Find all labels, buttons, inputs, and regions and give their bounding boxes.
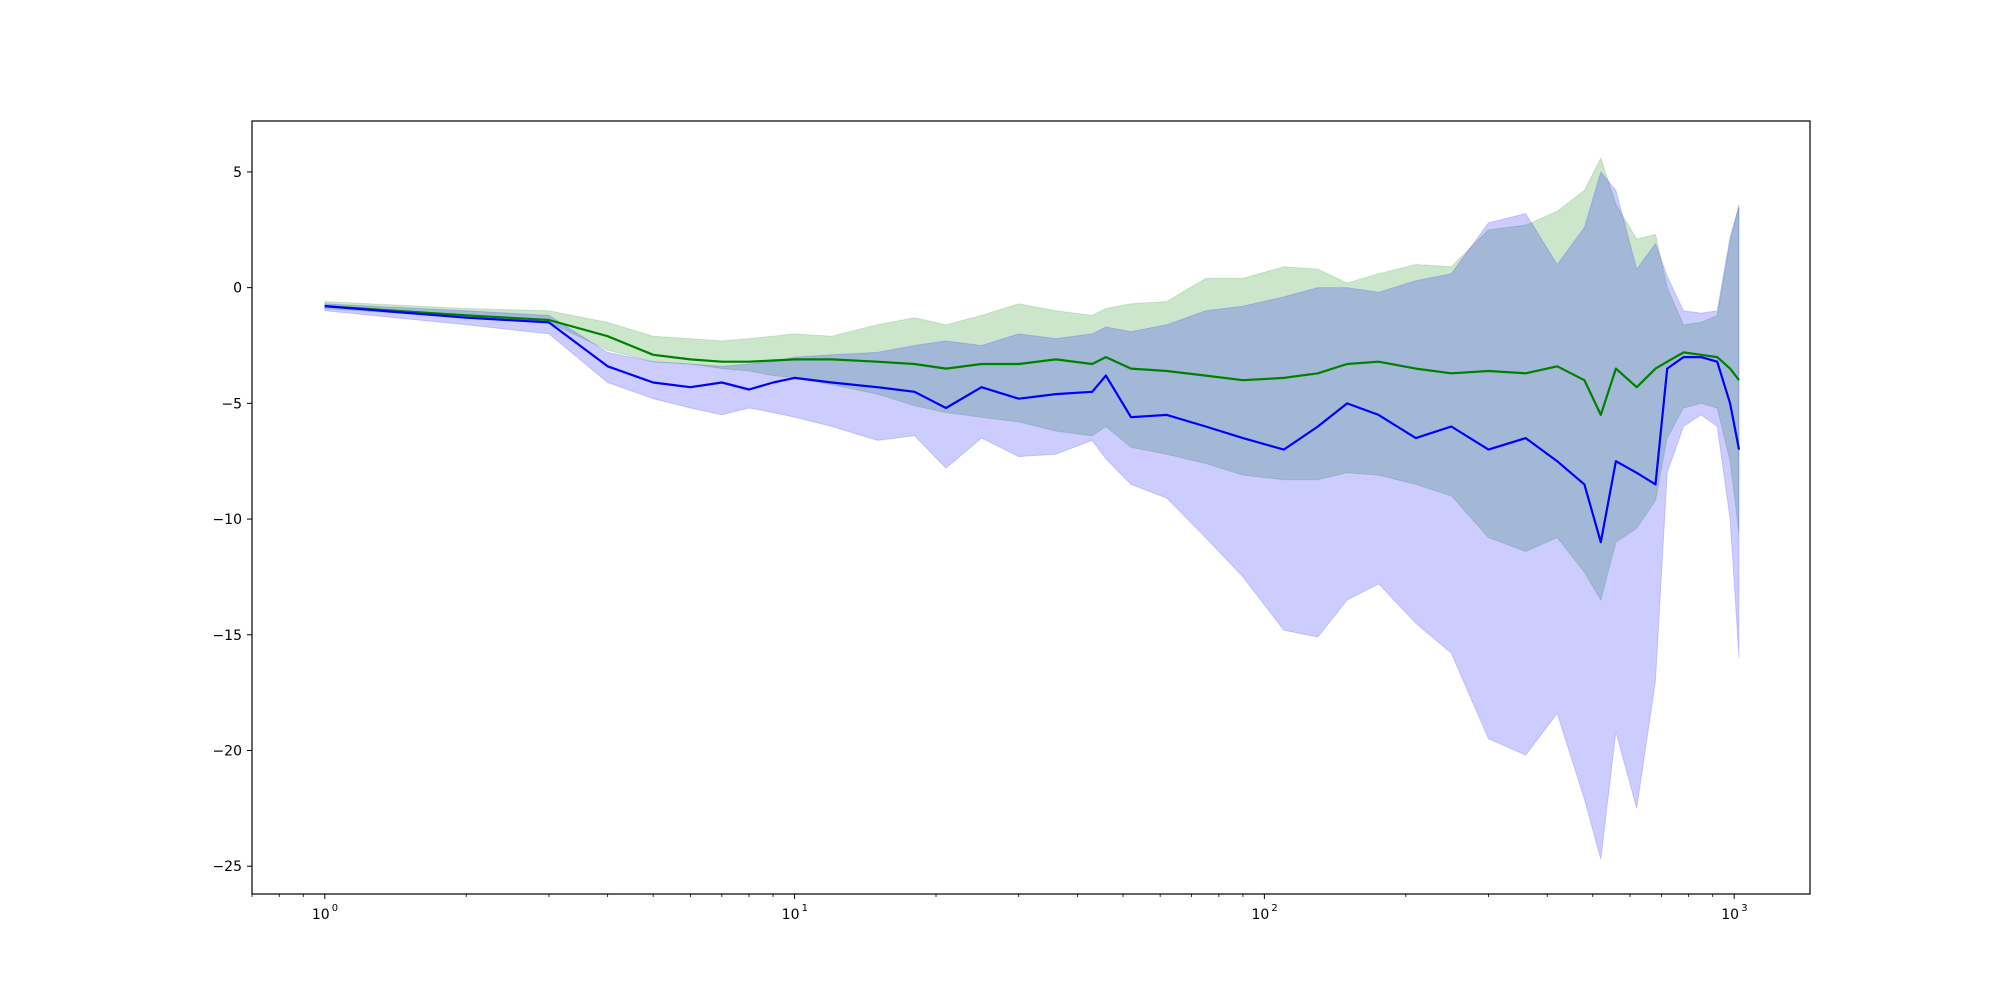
y-tick-label: −5 xyxy=(221,396,242,412)
y-tick-label: −20 xyxy=(212,744,242,760)
x-tick-exponent: 1 xyxy=(802,903,808,914)
y-tick-label: −25 xyxy=(212,859,242,875)
plot-area xyxy=(324,156,1741,860)
x-tick-label: 10 xyxy=(1721,907,1739,923)
x-tick-label: 10 xyxy=(312,907,330,923)
series-0-line xyxy=(324,305,1740,416)
y-tick-label: −10 xyxy=(212,512,242,528)
plot-frame xyxy=(251,120,1811,895)
y-tick-label: 0 xyxy=(233,281,242,297)
y-tick-label: 5 xyxy=(233,165,242,181)
x-tick-exponent: 2 xyxy=(1271,903,1277,914)
x-tick-exponent: 0 xyxy=(332,903,338,914)
x-tick-label: 10 xyxy=(782,907,800,923)
series-0-band xyxy=(324,156,1740,602)
series-1-line xyxy=(324,305,1741,544)
series-1-band xyxy=(324,170,1740,860)
y-axis: 5 0 −5 −10 −15 −20 −25 xyxy=(212,165,252,875)
x-tick-exponent: 3 xyxy=(1741,903,1747,914)
x-tick-label: 10 xyxy=(1251,907,1269,923)
x-axis: 10 0 10 1 10 2 10 3 xyxy=(251,894,1748,923)
y-tick-label: −15 xyxy=(212,628,242,644)
